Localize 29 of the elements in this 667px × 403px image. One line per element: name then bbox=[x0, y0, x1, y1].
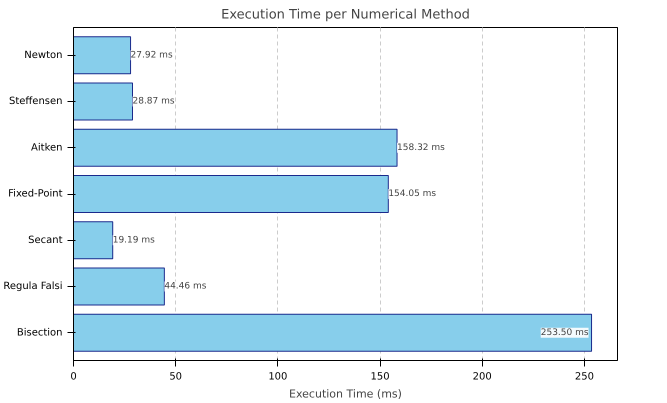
x-axis-title: Execution Time (ms) bbox=[289, 388, 402, 400]
bar bbox=[74, 36, 132, 74]
bar bbox=[74, 221, 114, 260]
data-label: 27.92 ms bbox=[130, 50, 173, 60]
data-label: 253.50 ms bbox=[540, 328, 589, 338]
x-tick-label: 100 bbox=[268, 372, 288, 382]
x-tick-label: 200 bbox=[472, 372, 492, 382]
bar bbox=[74, 175, 389, 213]
y-tick-label: Regula Falsi bbox=[3, 281, 63, 292]
data-label: 154.05 ms bbox=[388, 189, 436, 199]
chart-title: Execution Time per Numerical Method bbox=[221, 8, 470, 22]
x-tick-label: 250 bbox=[574, 372, 594, 382]
data-label: 19.19 ms bbox=[112, 235, 156, 246]
y-tick-label: Secant bbox=[28, 234, 63, 246]
bar bbox=[74, 128, 398, 167]
x-tick-label: 50 bbox=[169, 372, 182, 382]
y-tick-label: Aitken bbox=[31, 142, 63, 154]
bar bbox=[74, 314, 592, 352]
bar bbox=[74, 82, 133, 120]
y-tick-label: Newton bbox=[24, 50, 63, 61]
x-tick-label: 0 bbox=[70, 372, 77, 382]
bar bbox=[74, 268, 165, 306]
data-label: 28.87 ms bbox=[132, 96, 175, 106]
y-tick-label: Steffensen bbox=[9, 96, 63, 107]
data-label: 44.46 ms bbox=[164, 282, 207, 292]
y-tick-label: Fixed-Point bbox=[8, 188, 63, 200]
y-tick-label: Bisection bbox=[16, 327, 62, 338]
x-tick-label: 150 bbox=[370, 372, 390, 382]
data-label: 158.32 ms bbox=[397, 142, 446, 153]
